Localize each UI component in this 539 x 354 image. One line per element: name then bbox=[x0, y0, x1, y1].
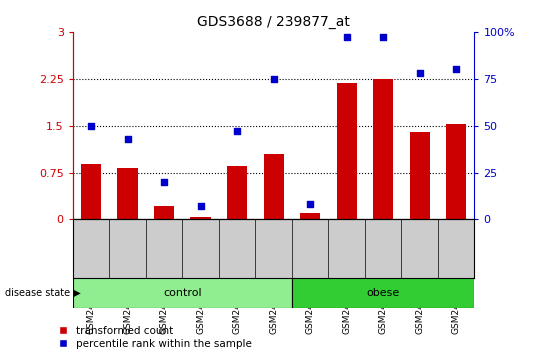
Bar bbox=[292, 278, 474, 308]
Point bbox=[196, 204, 205, 209]
Point bbox=[452, 67, 460, 72]
Bar bbox=[81, 165, 101, 219]
Legend: transformed count, percentile rank within the sample: transformed count, percentile rank withi… bbox=[59, 326, 252, 349]
Bar bbox=[73, 278, 292, 308]
Bar bbox=[446, 124, 466, 219]
Bar bbox=[336, 83, 357, 219]
Point bbox=[415, 70, 424, 76]
Point bbox=[306, 202, 314, 207]
Bar bbox=[118, 168, 137, 219]
Text: obese: obese bbox=[367, 288, 400, 298]
Bar bbox=[300, 213, 320, 219]
Point bbox=[87, 123, 95, 129]
Bar bbox=[227, 166, 247, 219]
Point bbox=[160, 179, 168, 185]
Text: disease state ▶: disease state ▶ bbox=[5, 288, 81, 298]
Text: control: control bbox=[163, 288, 202, 298]
Point bbox=[123, 136, 132, 142]
Point bbox=[233, 129, 241, 134]
Point bbox=[379, 35, 388, 40]
Bar bbox=[264, 154, 284, 219]
Bar bbox=[190, 217, 211, 219]
Point bbox=[270, 76, 278, 81]
Bar bbox=[373, 79, 393, 219]
Point bbox=[342, 35, 351, 40]
Bar bbox=[410, 132, 430, 219]
Bar bbox=[154, 206, 174, 219]
Title: GDS3688 / 239877_at: GDS3688 / 239877_at bbox=[197, 16, 350, 29]
